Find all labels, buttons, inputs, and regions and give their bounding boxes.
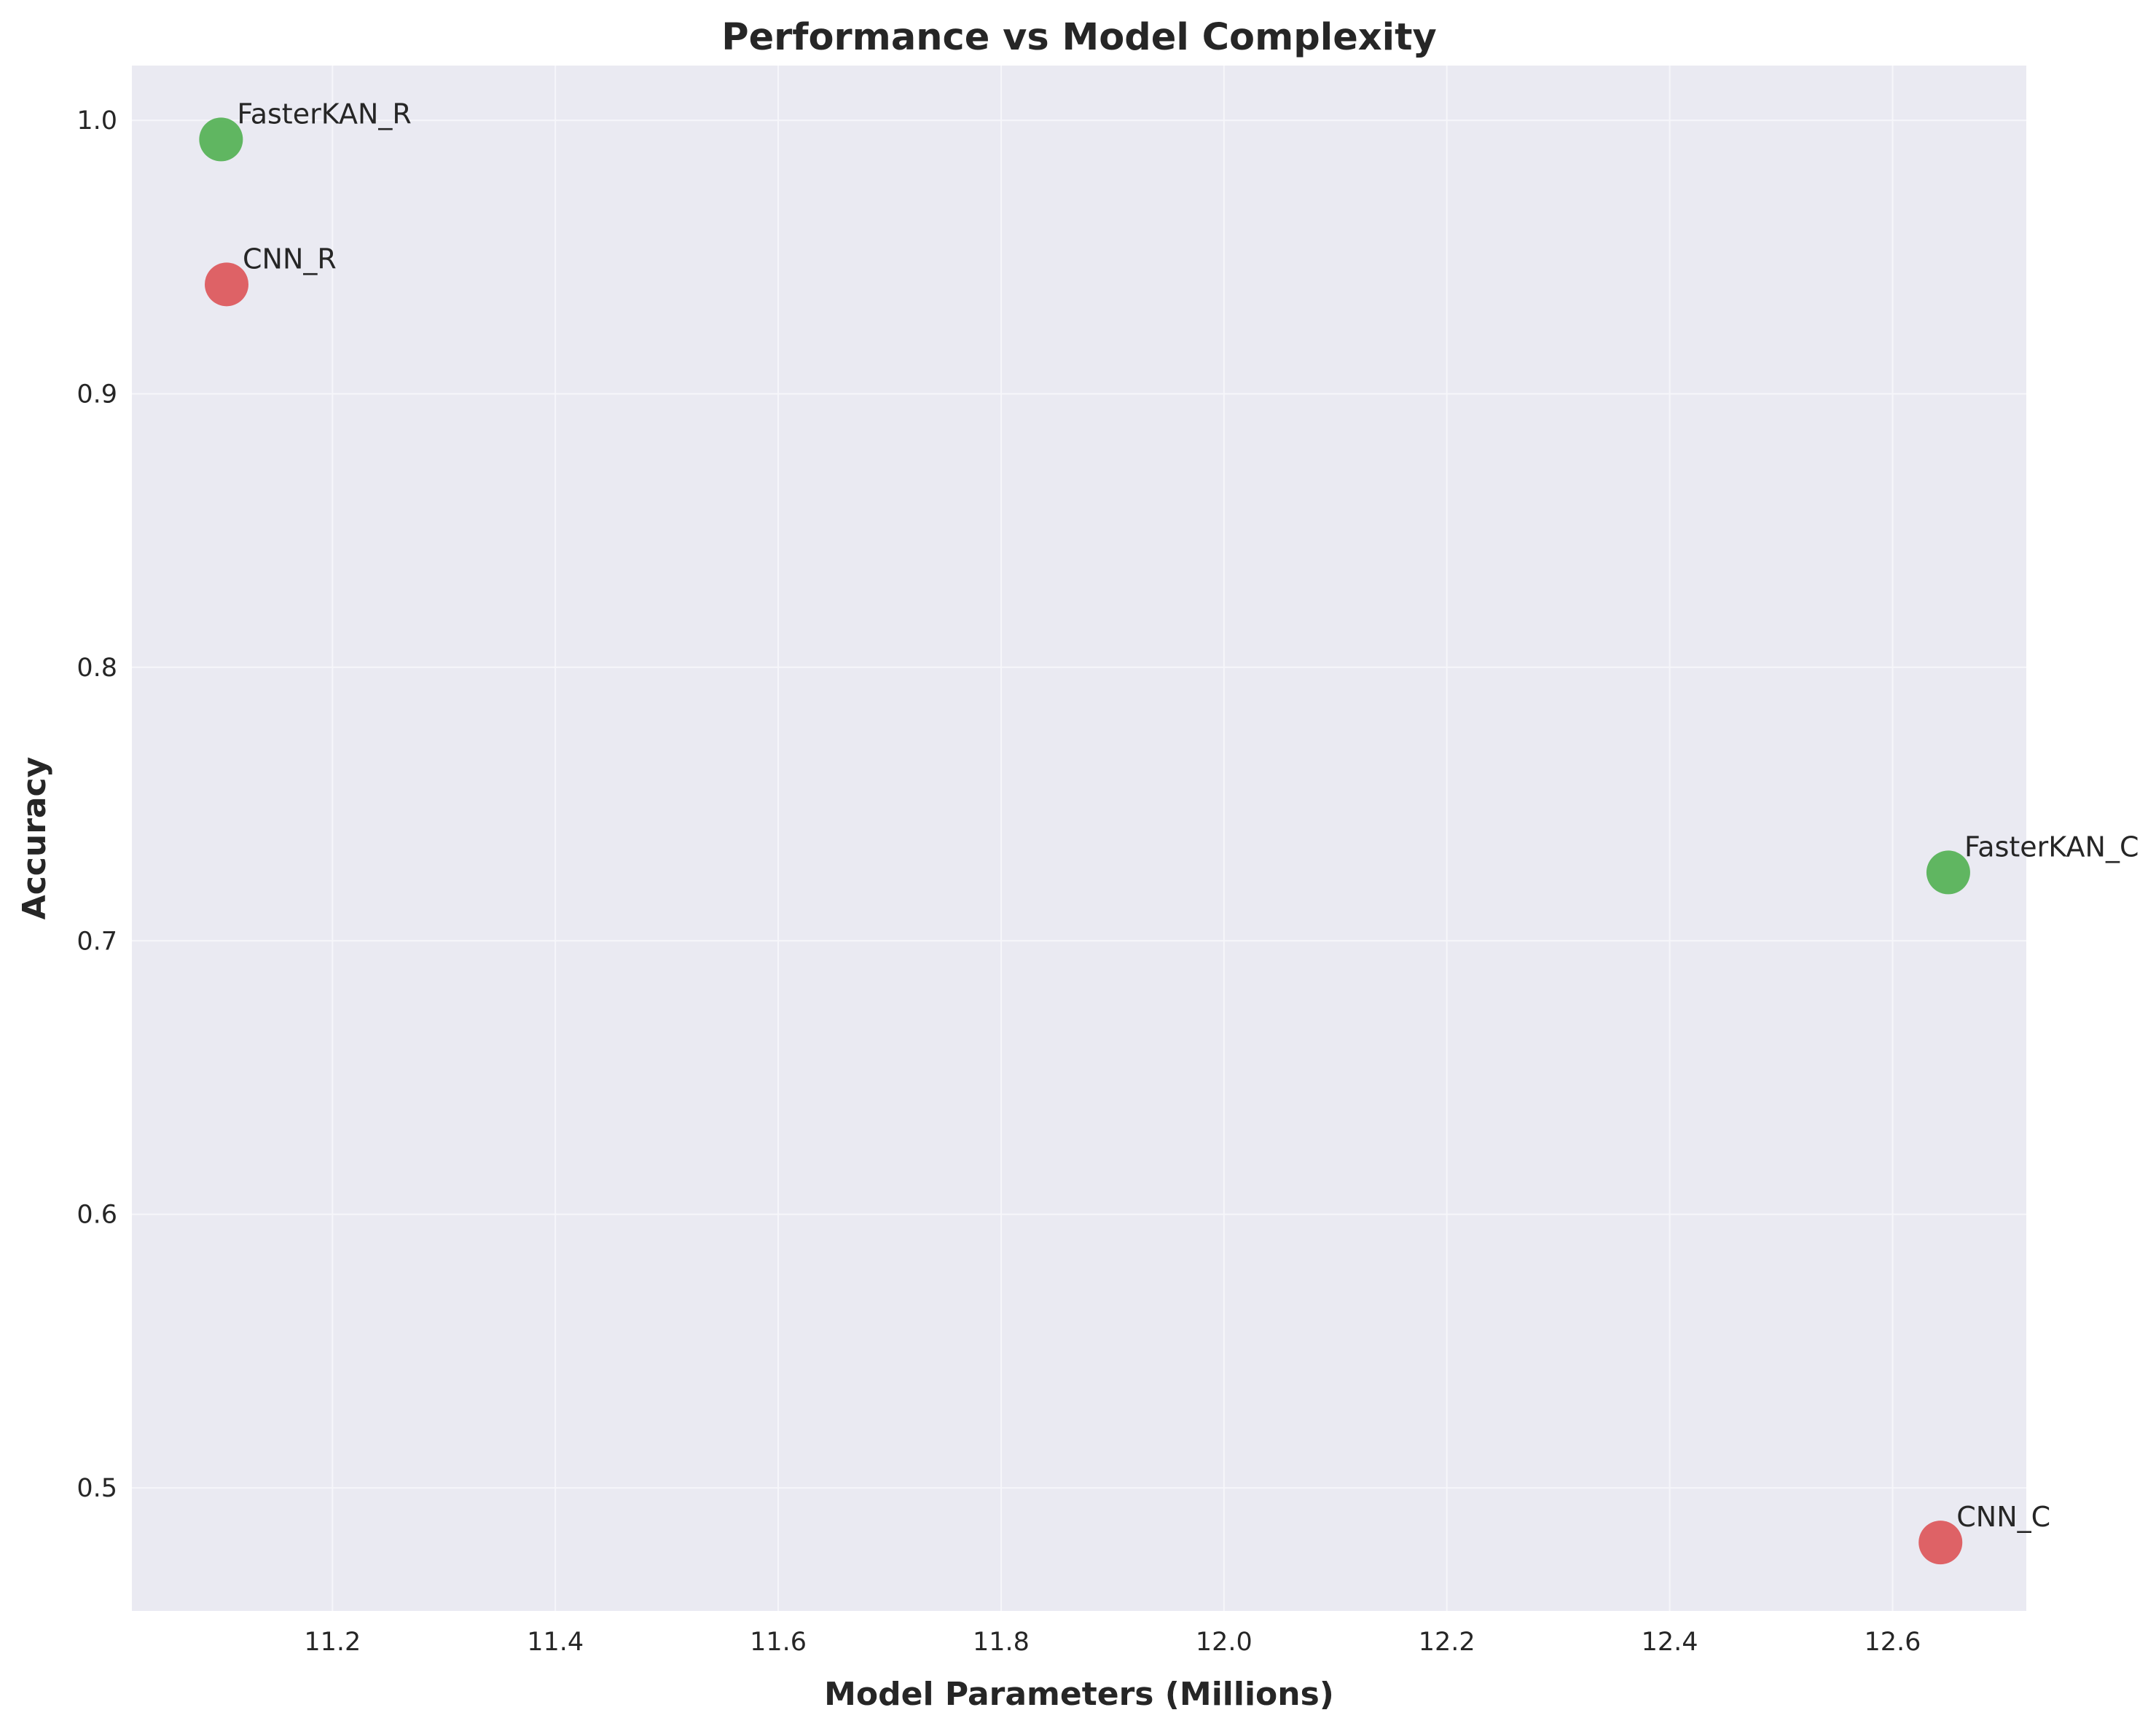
scatter-point [199,117,243,162]
chart-title: Performance vs Model Complexity [721,16,1437,59]
y-tick-label: 0.5 [77,1474,117,1503]
y-tick-labels: 0.5 0.6 0.7 0.8 0.9 1.0 [77,106,117,1503]
y-tick-label: 0.9 [77,380,117,409]
y-axis-title: Accuracy [16,757,53,920]
y-tick-label: 0.6 [77,1201,117,1230]
scatter-points [199,117,1970,1565]
scatter-point [1926,850,1970,895]
x-tick-label: 11.2 [304,1628,361,1657]
y-tick-label: 0.8 [77,654,117,683]
x-tick-label: 12.6 [1865,1628,1921,1657]
x-tick-label: 11.4 [527,1628,584,1657]
x-tick-labels: 11.2 11.4 11.6 11.8 12.0 12.2 12.4 12.6 [304,1628,1921,1657]
y-tick-label: 1.0 [77,106,117,136]
point-label: CNN_R [243,243,337,275]
scatter-point [205,262,248,307]
point-label: CNN_C [1956,1501,2050,1533]
grid [132,66,2026,1611]
plot-background [132,66,2026,1611]
point-labels: FasterKAN_R CNN_R FasterKAN_C CNN_C [237,98,2139,1533]
y-tick-label: 0.7 [77,927,117,956]
x-tick-label: 11.8 [973,1628,1030,1657]
x-axis-title: Model Parameters (Millions) [824,1676,1334,1713]
x-tick-label: 12.2 [1419,1628,1475,1657]
x-tick-label: 12.0 [1196,1628,1253,1657]
point-label: FasterKAN_R [237,98,411,130]
scatter-point [1918,1521,1963,1565]
x-tick-label: 11.6 [750,1628,807,1657]
point-label: FasterKAN_C [1964,831,2139,863]
x-tick-label: 12.4 [1642,1628,1698,1657]
